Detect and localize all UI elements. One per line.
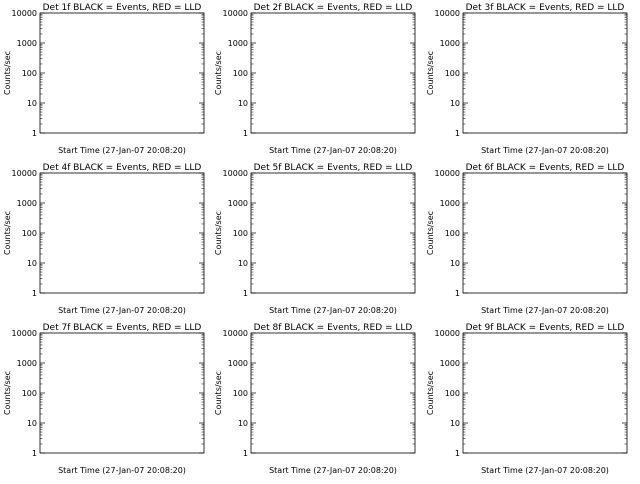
y-axis-label: Counts/sec bbox=[214, 211, 223, 255]
x-axis-label: Start Time (27-Jan-07 20:08:20) bbox=[481, 466, 609, 475]
y-tick-label: 1000 bbox=[17, 199, 37, 208]
plot-frame bbox=[462, 12, 628, 134]
panel-title: Det 8f BLACK = Events, RED = LLD bbox=[254, 323, 413, 333]
y-tick-label: 100 bbox=[22, 229, 37, 238]
panel-title: Det 4f BLACK = Events, RED = LLD bbox=[43, 163, 202, 173]
x-axis-label: Start Time (27-Jan-07 20:08:20) bbox=[269, 146, 397, 155]
y-tick-label: 10000 bbox=[12, 329, 37, 338]
plot-frame bbox=[39, 332, 205, 454]
y-tick-label: 10 bbox=[238, 419, 248, 428]
panel-title: Det 3f BLACK = Events, RED = LLD bbox=[466, 3, 625, 13]
y-tick-label: 1000 bbox=[440, 39, 460, 48]
panel-title: Det 6f BLACK = Events, RED = LLD bbox=[466, 163, 625, 173]
y-tick-label: 1000 bbox=[228, 199, 248, 208]
plot-frame bbox=[250, 332, 416, 454]
y-tick-label: 1000 bbox=[17, 359, 37, 368]
x-axis-label: Start Time (27-Jan-07 20:08:20) bbox=[58, 146, 186, 155]
y-tick-label: 10000 bbox=[223, 329, 248, 338]
y-tick-label: 1 bbox=[32, 289, 37, 298]
y-tick-label: 1 bbox=[243, 129, 248, 138]
y-tick-label: 10 bbox=[238, 259, 248, 268]
y-tick-label: 10000 bbox=[223, 169, 248, 178]
plot-frame bbox=[39, 12, 205, 134]
panel-det-3f: Det 3f BLACK = Events, RED = LLD Counts/s… bbox=[426, 3, 628, 155]
y-tick-label: 10000 bbox=[12, 9, 37, 18]
x-axis-label: Start Time (27-Jan-07 20:08:20) bbox=[269, 466, 397, 475]
panel-det-1f: Det 1f BLACK = Events, RED = LLD Counts/s… bbox=[3, 3, 205, 155]
y-tick-label: 100 bbox=[445, 229, 460, 238]
y-tick-label: 1000 bbox=[228, 39, 248, 48]
x-axis-label: Start Time (27-Jan-07 20:08:20) bbox=[58, 306, 186, 315]
y-tick-label: 10 bbox=[450, 419, 460, 428]
y-tick-label: 10 bbox=[27, 259, 37, 268]
y-tick-label: 1 bbox=[32, 449, 37, 458]
y-tick-label: 10000 bbox=[435, 9, 460, 18]
y-tick-label: 10000 bbox=[435, 169, 460, 178]
y-tick-label: 1 bbox=[455, 449, 460, 458]
x-axis-label: Start Time (27-Jan-07 20:08:20) bbox=[58, 466, 186, 475]
y-tick-label: 1 bbox=[32, 129, 37, 138]
y-tick-label: 10000 bbox=[435, 329, 460, 338]
y-tick-label: 1000 bbox=[440, 359, 460, 368]
plot-frame bbox=[250, 12, 416, 134]
panel-title: Det 7f BLACK = Events, RED = LLD bbox=[43, 323, 202, 333]
panel-det-6f: Det 6f BLACK = Events, RED = LLD Counts/s… bbox=[426, 163, 628, 315]
plot-frame bbox=[462, 172, 628, 294]
panel-det-9f: Det 9f BLACK = Events, RED = LLD Counts/s… bbox=[426, 323, 628, 475]
y-tick-label: 10 bbox=[450, 259, 460, 268]
plot-frame bbox=[39, 172, 205, 294]
panel-title: Det 5f BLACK = Events, RED = LLD bbox=[254, 163, 413, 173]
panel-title: Det 2f BLACK = Events, RED = LLD bbox=[254, 3, 413, 13]
y-tick-label: 1 bbox=[243, 449, 248, 458]
y-tick-label: 1000 bbox=[17, 39, 37, 48]
y-tick-label: 100 bbox=[22, 389, 37, 398]
y-tick-label: 10 bbox=[27, 419, 37, 428]
y-axis-label: Counts/sec bbox=[426, 371, 435, 415]
x-axis-label: Start Time (27-Jan-07 20:08:20) bbox=[481, 306, 609, 315]
y-tick-label: 10000 bbox=[223, 9, 248, 18]
y-axis-label: Counts/sec bbox=[3, 371, 12, 415]
y-tick-label: 100 bbox=[445, 69, 460, 78]
plot-frame bbox=[462, 332, 628, 454]
y-tick-label: 100 bbox=[445, 389, 460, 398]
y-tick-label: 1 bbox=[455, 129, 460, 138]
y-tick-label: 1 bbox=[455, 289, 460, 298]
y-axis-label: Counts/sec bbox=[426, 51, 435, 95]
y-tick-label: 1 bbox=[243, 289, 248, 298]
panel-det-2f: Det 2f BLACK = Events, RED = LLD Counts/s… bbox=[214, 3, 416, 155]
y-axis-label: Counts/sec bbox=[3, 211, 12, 255]
plot-frame bbox=[250, 172, 416, 294]
panel-det-7f: Det 7f BLACK = Events, RED = LLD Counts/s… bbox=[3, 323, 205, 475]
y-tick-label: 1000 bbox=[228, 359, 248, 368]
panel-title: Det 1f BLACK = Events, RED = LLD bbox=[43, 3, 202, 13]
y-tick-label: 100 bbox=[233, 229, 248, 238]
y-axis-label: Counts/sec bbox=[214, 371, 223, 415]
y-axis-label: Counts/sec bbox=[214, 51, 223, 95]
y-tick-label: 100 bbox=[22, 69, 37, 78]
y-axis-label: Counts/sec bbox=[3, 51, 12, 95]
panel-det-4f: Det 4f BLACK = Events, RED = LLD Counts/s… bbox=[3, 163, 205, 315]
panel-det-8f: Det 8f BLACK = Events, RED = LLD Counts/s… bbox=[214, 323, 416, 475]
y-tick-label: 10 bbox=[450, 99, 460, 108]
y-tick-label: 10 bbox=[238, 99, 248, 108]
y-axis-label: Counts/sec bbox=[426, 211, 435, 255]
x-axis-label: Start Time (27-Jan-07 20:08:20) bbox=[481, 146, 609, 155]
x-axis-label: Start Time (27-Jan-07 20:08:20) bbox=[269, 306, 397, 315]
y-tick-label: 1000 bbox=[440, 199, 460, 208]
panel-title: Det 9f BLACK = Events, RED = LLD bbox=[466, 323, 625, 333]
y-tick-label: 100 bbox=[233, 389, 248, 398]
panel-det-5f: Det 5f BLACK = Events, RED = LLD Counts/s… bbox=[214, 163, 416, 315]
y-tick-label: 10000 bbox=[12, 169, 37, 178]
y-tick-label: 10 bbox=[27, 99, 37, 108]
y-tick-label: 100 bbox=[233, 69, 248, 78]
